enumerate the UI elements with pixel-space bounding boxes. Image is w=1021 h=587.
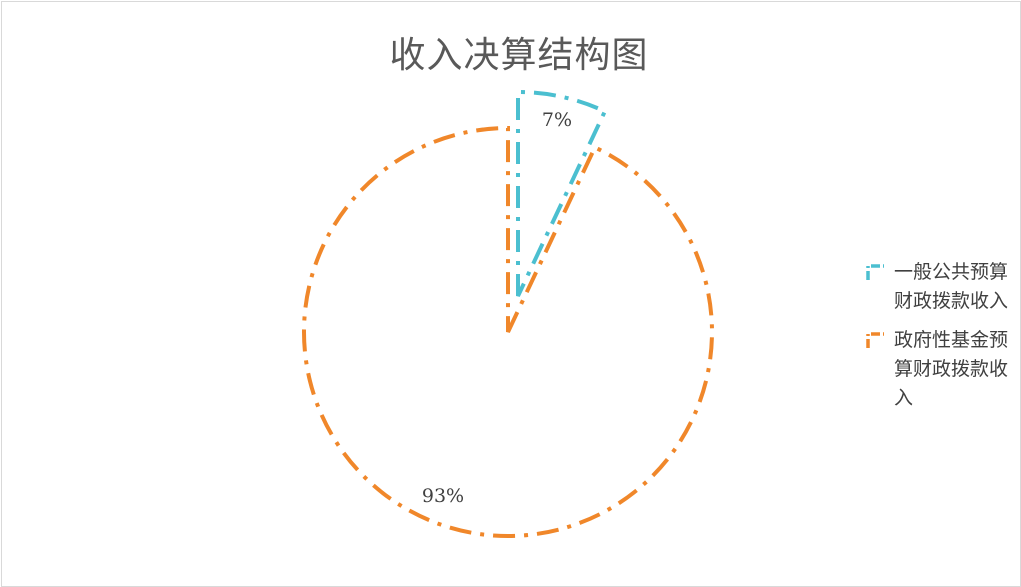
legend-swatch-0-shape (866, 264, 884, 280)
legend-label-0: 一般公共预算财政拨款收入 (894, 261, 1009, 312)
legend-label-1: 政府性基金预算财政拨款收入 (894, 329, 1009, 409)
data-label-1: 93% (422, 485, 464, 507)
legend-swatch-0 (866, 264, 884, 280)
legend-swatch-1-shape (866, 332, 884, 348)
pie-slice-0 (516, 89, 608, 297)
legend-swatch-1 (866, 332, 884, 348)
legend-item-1: 政府性基金预算财政拨款收入 (864, 326, 1021, 413)
legend: 一般公共预算财政拨款收入 政府性基金预算财政拨款收入 (864, 258, 1021, 423)
legend-item-0: 一般公共预算财政拨款收入 (864, 258, 1021, 316)
data-label-0: 7% (542, 109, 572, 131)
pie-slice-1 (301, 125, 714, 538)
chart-title: 收入决算结构图 (389, 35, 649, 76)
